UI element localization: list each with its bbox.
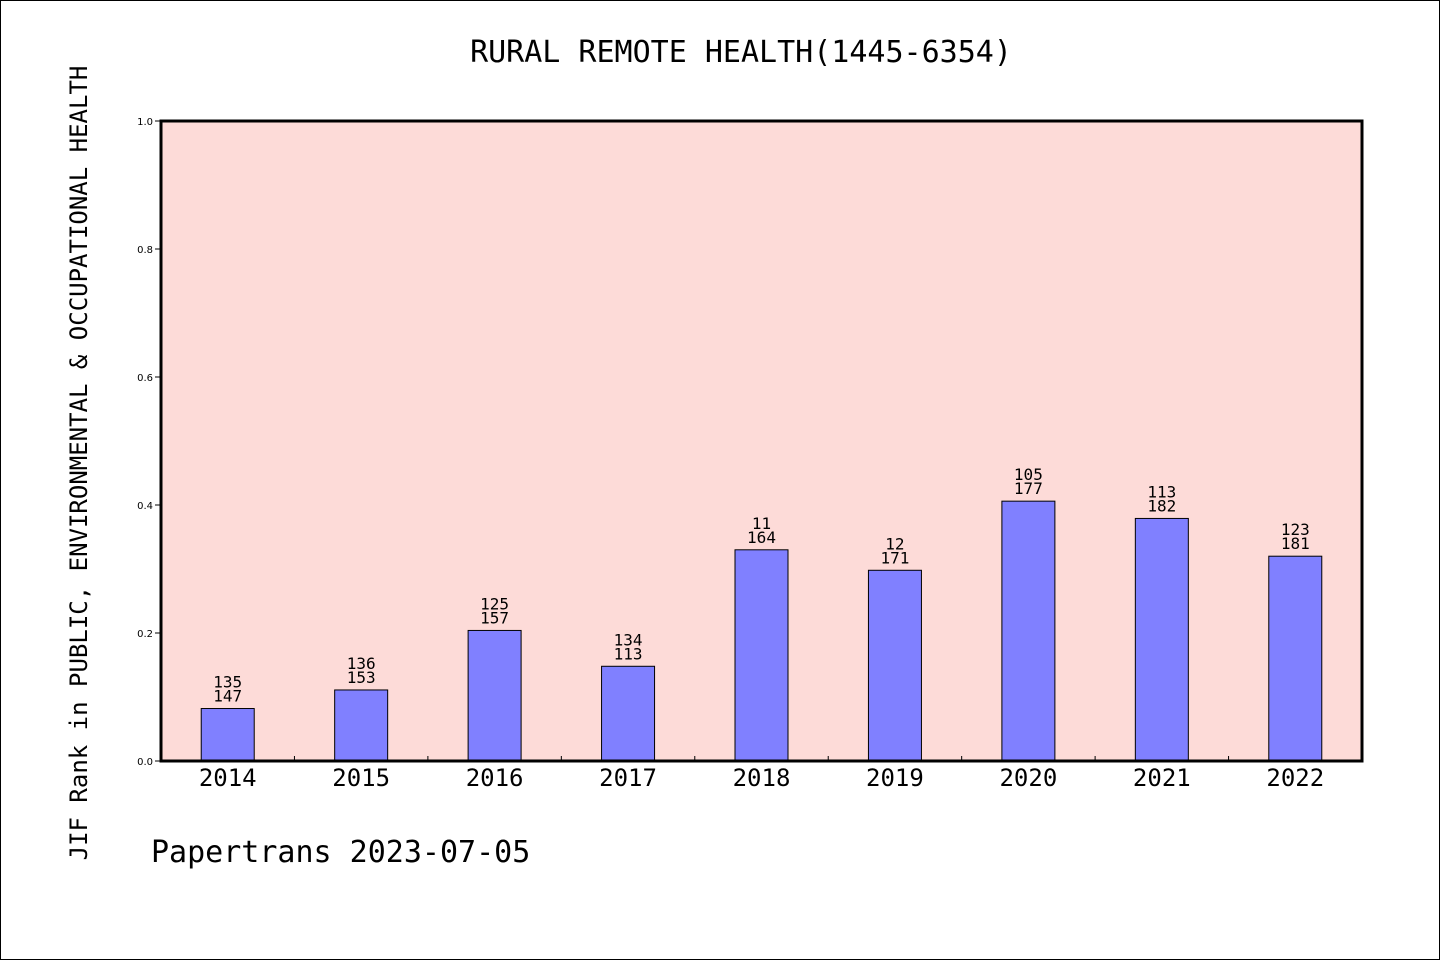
data-label-total: 153	[347, 668, 376, 687]
x-tick-label: 2018	[733, 764, 791, 792]
x-tick-label: 2015	[332, 764, 390, 792]
data-label-total: 113	[614, 644, 643, 663]
x-tick-label: 2022	[1266, 764, 1324, 792]
data-label-rank: 135	[213, 673, 242, 692]
data-label-rank: 123	[1281, 520, 1310, 539]
data-label-total: 181	[1281, 534, 1310, 553]
data-label-rank: 11	[752, 514, 771, 533]
data-label-rank: 125	[480, 594, 509, 613]
footer-text: Papertrans 2023-07-05	[151, 835, 531, 870]
bar	[467, 629, 522, 762]
data-label-rank: 12	[885, 534, 904, 553]
x-tick-label: 2014	[199, 764, 257, 792]
bar	[1001, 500, 1056, 762]
y-tick-label: 0.8	[137, 245, 153, 256]
bar	[1134, 517, 1189, 762]
data-label-rank: 136	[347, 654, 376, 673]
bar	[867, 569, 922, 762]
chart-title: RURAL REMOTE HEALTH(1445-6354)	[470, 35, 1012, 70]
y-tick-label: 0.4	[137, 501, 153, 512]
data-label-total: 147	[213, 687, 242, 706]
y-tick-label: 0.6	[137, 373, 153, 384]
y-tick-label: 0.0	[137, 757, 153, 768]
data-label-rank: 134	[614, 630, 643, 649]
bar	[601, 665, 656, 762]
x-tick-label: 2019	[866, 764, 924, 792]
x-tick-label: 2017	[599, 764, 657, 792]
data-label-total: 157	[480, 608, 509, 627]
data-label-total: 164	[747, 528, 776, 547]
data-label-total: 182	[1147, 496, 1176, 515]
x-tick-label: 2021	[1133, 764, 1191, 792]
y-tick-label: 0.2	[137, 629, 153, 640]
x-tick-label: 2016	[466, 764, 524, 792]
bar	[1268, 555, 1323, 762]
data-label-rank: 105	[1014, 465, 1043, 484]
bar	[734, 549, 789, 762]
bar	[200, 708, 255, 762]
y-tick-label: 1.0	[137, 117, 153, 128]
data-label-total: 177	[1014, 479, 1043, 498]
data-label-total: 171	[880, 548, 909, 567]
plot-border	[159, 119, 1364, 763]
data-label-rank: 113	[1147, 482, 1176, 501]
bar	[334, 689, 389, 762]
x-tick-label: 2020	[999, 764, 1057, 792]
